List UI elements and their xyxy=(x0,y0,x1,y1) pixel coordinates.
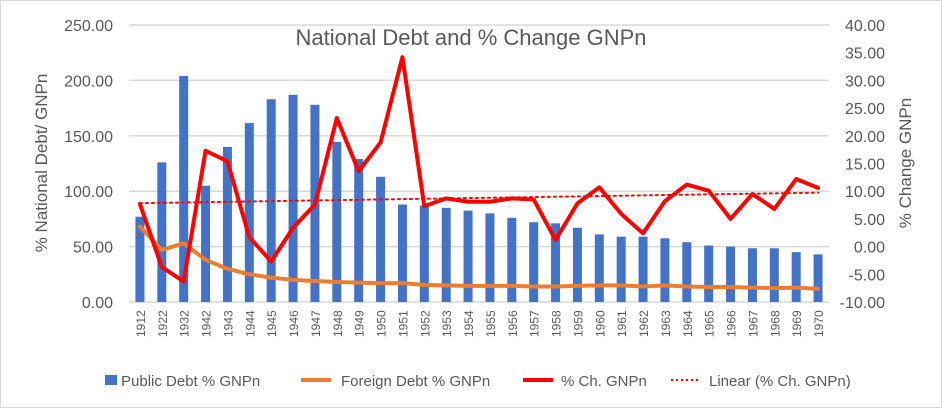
bar-public-debt xyxy=(682,242,692,302)
x-tick-label: 1932 xyxy=(178,310,192,337)
bar-public-debt xyxy=(791,252,801,302)
bar-public-debt xyxy=(179,75,189,302)
y2-tick-label: 40.00 xyxy=(845,18,885,35)
bar-public-debt xyxy=(244,123,254,302)
y2-tick-label: 0.00 xyxy=(854,240,885,257)
x-tick-label: 1922 xyxy=(156,310,170,337)
bar-public-debt xyxy=(813,254,823,302)
bar-public-debt xyxy=(572,227,582,302)
bar-public-debt xyxy=(463,210,473,302)
bar-public-debt xyxy=(222,146,232,302)
bar-public-debt xyxy=(529,222,539,302)
y2-tick-label: 20.00 xyxy=(845,129,885,146)
line-pct-change xyxy=(137,55,821,284)
y2-tick-label: 30.00 xyxy=(845,73,885,90)
x-tick-label: 1954 xyxy=(462,310,476,337)
y-tick-label: 100.00 xyxy=(64,184,113,201)
bar-public-debt xyxy=(397,204,407,302)
bar-public-debt xyxy=(441,207,451,302)
x-tick-label: 1946 xyxy=(287,310,301,337)
x-tick-label: 1962 xyxy=(637,310,651,337)
x-tick-label: 1912 xyxy=(134,310,148,337)
y-tick-label: 0.00 xyxy=(82,295,113,312)
bar-public-debt xyxy=(288,94,298,302)
x-tick-label: 1969 xyxy=(790,310,804,337)
bar-public-debt xyxy=(704,245,714,302)
trendline-pct-change xyxy=(138,191,820,205)
bar-public-debt xyxy=(769,248,779,302)
bar-public-debt xyxy=(354,159,364,302)
y2-tick-label: 35.00 xyxy=(845,46,885,63)
y2-tick-label: -10.00 xyxy=(840,295,885,312)
y2-tick-label: -5.00 xyxy=(849,267,886,284)
legend-swatch-public-debt xyxy=(105,375,117,385)
bar-public-debt xyxy=(726,246,736,302)
legend-label: Foreign Debt % GNPn xyxy=(341,373,490,390)
bar-public-debt xyxy=(485,213,495,302)
y2-axis-title: % Change GNPn xyxy=(896,98,915,228)
y-tick-label: 150.00 xyxy=(64,129,113,146)
y-axis-title: % National Debt/ GNPn xyxy=(32,74,51,253)
x-tick-label: 1965 xyxy=(703,310,717,337)
x-tick-label: 1953 xyxy=(440,310,454,337)
x-tick-label: 1967 xyxy=(746,310,760,337)
x-tick-label: 1945 xyxy=(265,310,279,337)
y-tick-label: 250.00 xyxy=(64,18,113,35)
x-tick-label: 1943 xyxy=(221,310,235,337)
y2-tick-label: 5.00 xyxy=(854,212,885,229)
bar-public-debt xyxy=(551,223,561,302)
bar-public-debt xyxy=(507,217,517,302)
bar-public-debt xyxy=(332,141,342,302)
y-tick-label: 200.00 xyxy=(64,73,113,90)
x-tick-label: 1952 xyxy=(418,310,432,337)
legend-label: Public Debt % GNPn xyxy=(121,373,260,390)
x-tick-label: 1957 xyxy=(528,310,542,337)
bar-public-debt xyxy=(594,234,604,302)
x-tick-label: 1968 xyxy=(768,310,782,337)
x-tick-label: 1960 xyxy=(593,310,607,337)
y2-tick-label: 15.00 xyxy=(845,157,885,174)
y-tick-label: 50.00 xyxy=(73,240,113,257)
line-foreign-debt xyxy=(137,224,821,291)
bar-public-debt xyxy=(638,236,648,302)
x-tick-label: 1966 xyxy=(725,310,739,337)
x-tick-label: 1959 xyxy=(571,310,585,337)
x-tick-label: 1964 xyxy=(681,310,695,337)
bar-public-debt xyxy=(660,238,670,302)
bar-public-debt xyxy=(157,162,167,302)
x-tick-label: 1949 xyxy=(353,310,367,337)
bar-public-debt xyxy=(201,185,211,302)
x-tick-label: 1961 xyxy=(615,310,629,337)
legend-label: Linear (% Ch. GNPn) xyxy=(709,373,851,390)
bar-public-debt xyxy=(135,216,145,302)
x-tick-label: 1955 xyxy=(484,310,498,337)
bar-public-debt xyxy=(616,236,626,302)
y2-tick-label: 25.00 xyxy=(845,101,885,118)
x-tick-label: 1942 xyxy=(200,310,214,337)
bar-public-debt xyxy=(376,176,386,302)
bar-public-debt xyxy=(747,248,757,302)
x-tick-label: 1950 xyxy=(375,310,389,337)
y2-tick-label: 10.00 xyxy=(845,184,885,201)
x-tick-label: 1948 xyxy=(331,310,345,337)
x-tick-label: 1970 xyxy=(812,310,826,337)
chart-title: National Debt and % Change GNPn xyxy=(296,25,647,50)
legend-label: % Ch. GNPn xyxy=(561,373,647,390)
bar-public-debt xyxy=(419,205,429,302)
x-tick-label: 1951 xyxy=(396,310,410,337)
x-tick-label: 1944 xyxy=(243,310,257,337)
x-tick-label: 1956 xyxy=(506,310,520,337)
x-tick-label: 1958 xyxy=(550,310,564,337)
x-tick-label: 1963 xyxy=(659,310,673,337)
x-tick-label: 1947 xyxy=(309,310,323,337)
